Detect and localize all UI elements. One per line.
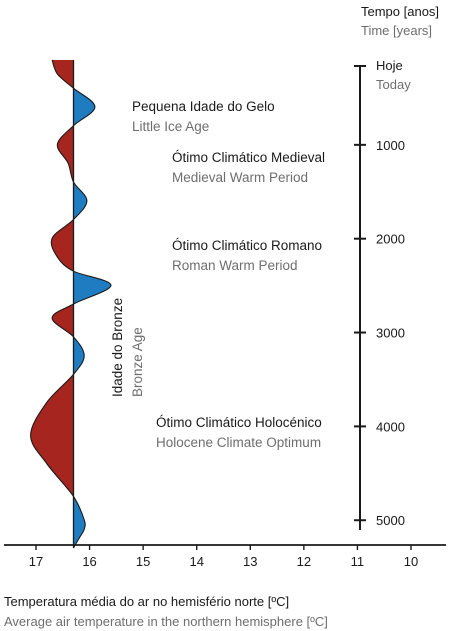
temperature-tick-label: 15 bbox=[136, 554, 150, 569]
time-tick-label: 1000 bbox=[376, 138, 405, 153]
temperature-tick-label: 16 bbox=[82, 554, 96, 569]
time-label-today-en: Today bbox=[376, 77, 411, 92]
period-label: Pequena Idade do Gelo bbox=[132, 99, 275, 114]
bronze-age-label: Idade do Bronze Bronze Age bbox=[110, 298, 145, 397]
period-label: Ótimo Climático Romano bbox=[172, 238, 322, 253]
time-axis-title: Tempo [anos] bbox=[361, 4, 439, 19]
temperature-tick-label: 14 bbox=[189, 554, 203, 569]
period-label-en: Roman Warm Period bbox=[172, 258, 298, 273]
period-label: Ótimo Climático Holocénico bbox=[156, 415, 322, 430]
bronze-age-label-en: Bronze Age bbox=[130, 327, 145, 397]
period-label-en: Holocene Climate Optimum bbox=[156, 435, 321, 450]
temperature-axis-label-en: Average air temperature in the northern … bbox=[4, 614, 328, 629]
temperature-tick-label: 12 bbox=[297, 554, 311, 569]
time-tick-label: 5000 bbox=[376, 513, 405, 528]
period-label-en: Little Ice Age bbox=[132, 119, 209, 134]
time-tick-label: 2000 bbox=[376, 232, 405, 247]
time-tick-label: 3000 bbox=[376, 326, 405, 341]
temperature-curve bbox=[30, 59, 112, 549]
temperature-tick-label: 13 bbox=[243, 554, 257, 569]
time-label-today: Hoje bbox=[376, 58, 403, 73]
time-tick-label: 4000 bbox=[376, 419, 405, 434]
temperature-tick-label: 11 bbox=[351, 554, 365, 569]
period-label-en: Medieval Warm Period bbox=[172, 170, 308, 185]
temperature-axis-label: Temperatura média do ar no hemisfério no… bbox=[4, 594, 289, 609]
cold-anomaly-area bbox=[73, 60, 111, 548]
temperature-tick-label: 17 bbox=[29, 554, 43, 569]
time-axis: Tempo [anos] Time [years] Hoje Today 1000 200… bbox=[354, 4, 439, 530]
period-label: Ótimo Climático Medieval bbox=[172, 150, 325, 165]
temperature-line bbox=[30, 59, 112, 549]
bronze-age-label-pt: Idade do Bronze bbox=[110, 298, 125, 397]
temperature-tick-label: 10 bbox=[404, 554, 418, 569]
warm-anomaly-area bbox=[30, 60, 74, 548]
temperature-axis: 17 16 15 14 13 12 11 10 Temperatura média do ar … bbox=[4, 544, 446, 629]
time-axis-title-en: Time [years] bbox=[361, 23, 432, 38]
period-annotations: Pequena Idade do Gelo Little Ice Age Ótimo… bbox=[110, 99, 325, 450]
